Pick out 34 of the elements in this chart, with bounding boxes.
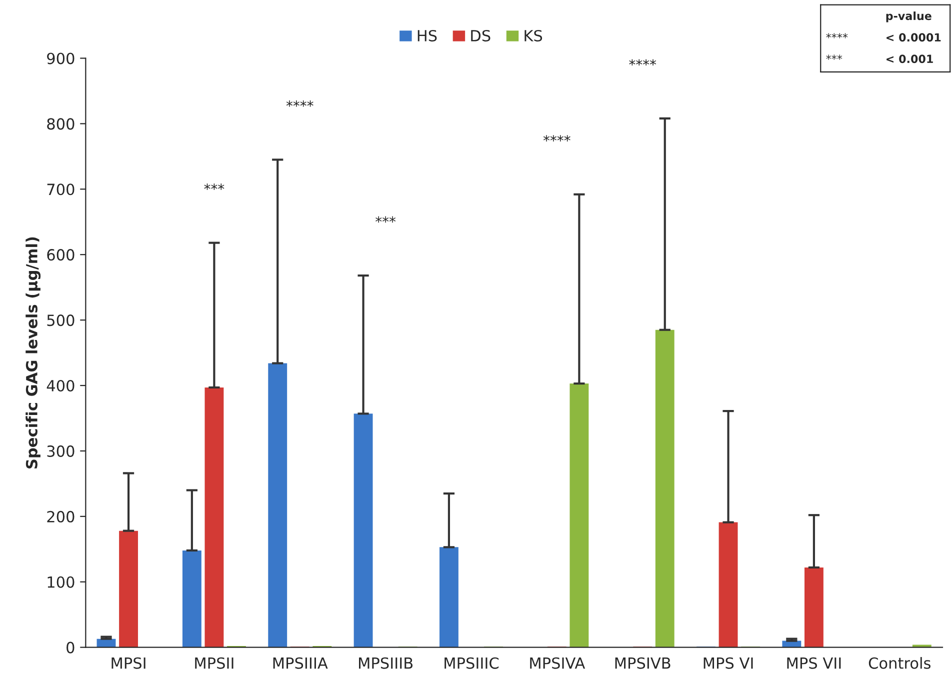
annotation: *** [826, 54, 842, 60]
legend-label: HS [418, 30, 437, 42]
y-tick-label: 100 [48, 576, 74, 588]
y-tick-label: 0 [66, 642, 74, 654]
x-tick-label: MPSIIIA [273, 657, 328, 669]
y-tick-label: 500 [47, 314, 74, 326]
x-tick-label: MPS VII [787, 657, 841, 669]
annotation: **** [629, 59, 656, 66]
text: < 0.0001 [886, 33, 941, 42]
x-tick-label: Controls [868, 657, 930, 669]
y-tick-label: 400 [46, 380, 74, 392]
y-tick-label: 900 [47, 52, 74, 64]
text: **** [826, 33, 848, 38]
legend-label: DS [471, 30, 490, 42]
y-axis-title: Specific GAG levels (µg/ml) [26, 237, 41, 468]
annotation: < 0.001 [886, 54, 933, 64]
x-tick-label: MPSIVB [615, 657, 670, 669]
legend-label: KS [524, 30, 542, 42]
y-tick-label: 200 [47, 510, 74, 522]
y-tick-label: 300 [47, 445, 74, 457]
y-tick-label: 800 [47, 118, 74, 130]
y-tick-label: 700 [47, 184, 74, 196]
annotation: **** [286, 100, 314, 107]
x-tick-label: MPSIIIC [444, 657, 499, 669]
x-tick-label: MPS VI [704, 657, 753, 669]
x-tick-label: MPSI [112, 657, 146, 669]
x-tick-label: MPSII [195, 657, 234, 669]
text: p-value [886, 12, 932, 22]
annotation: *** [204, 184, 224, 190]
x-tick-label: MPSIVA [530, 657, 586, 669]
annotation: *** [376, 216, 396, 223]
x-tick-label: MPSIIIB [359, 657, 413, 669]
annotation: **** [543, 135, 570, 142]
y-tick-label: 600 [47, 249, 74, 261]
